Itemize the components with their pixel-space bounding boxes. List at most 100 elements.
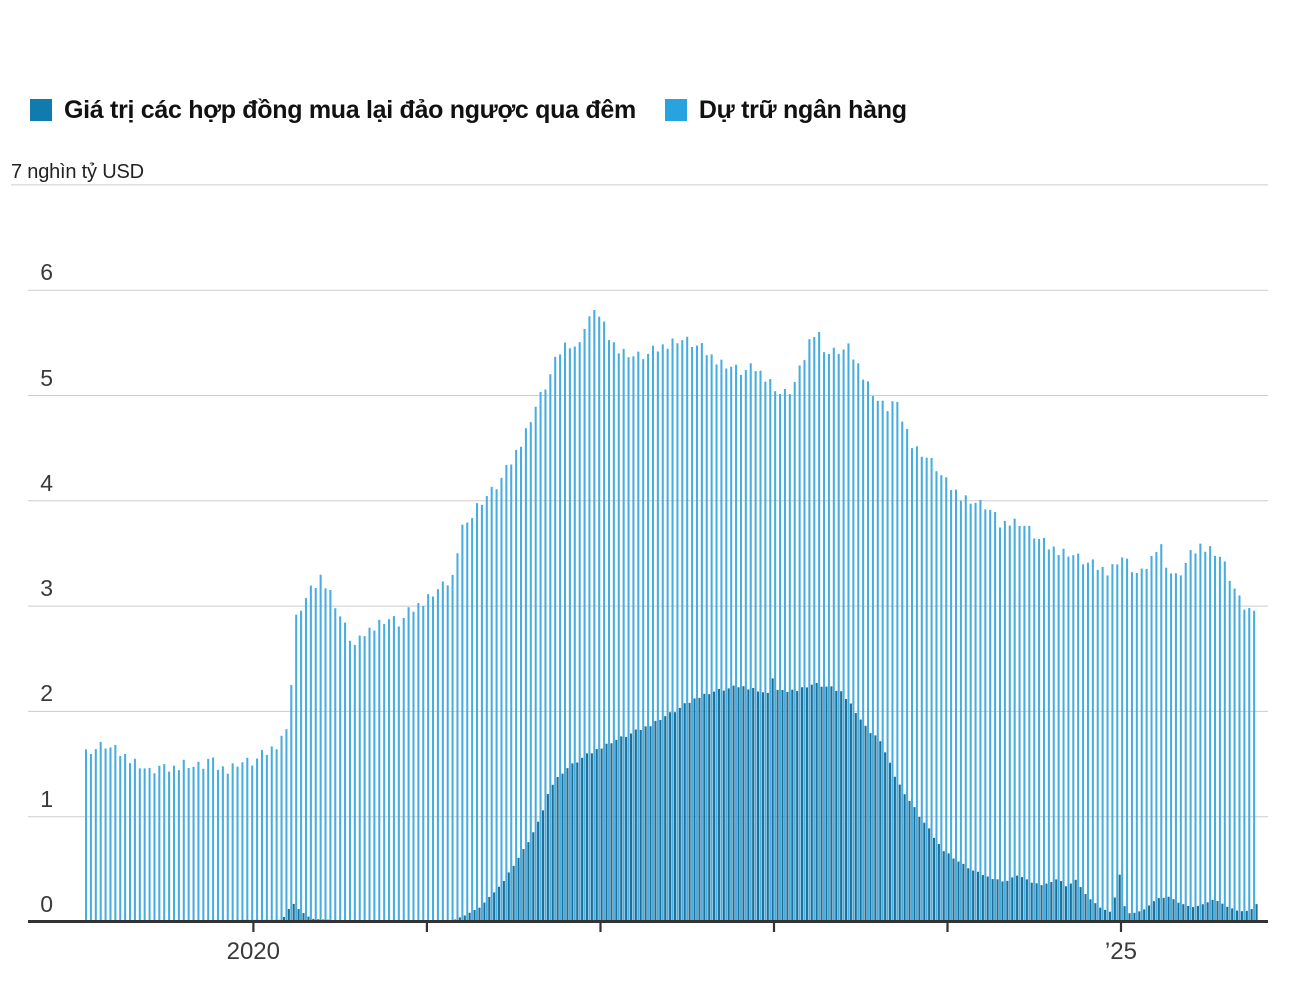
reserve-bar [651,345,654,922]
reserve-bar [182,759,185,922]
repo-bar [942,851,945,922]
repo-bar [649,726,652,922]
reserve-bar [158,765,161,922]
repo-bar [1211,899,1214,922]
reserve-bar [994,511,997,922]
repo-bar [585,753,589,922]
legend: Giá trị các hợp đồng mua lại đảo ngược q… [30,97,907,123]
reserve-bar [128,763,132,922]
repo-bar [1157,898,1160,922]
repo-bar [1187,905,1190,922]
reserve-bar [1047,549,1050,922]
x-axis-tick [772,923,776,932]
reserve-bar [270,746,273,922]
reserve-bar [133,758,136,922]
reserve-bar [436,589,439,922]
reserve-bar [896,401,899,922]
repo-bar [1172,899,1175,922]
repo-bar [1040,885,1043,922]
repo-bar [566,768,569,922]
repo-bar [747,689,750,922]
reserve-bar [368,627,371,922]
reserve-bar [192,766,195,922]
reserve-bar [686,336,689,922]
repo-bar [805,687,808,922]
repo-bar [796,691,799,922]
repo-bar [556,776,559,922]
repo-bar [1196,905,1199,922]
y-tick-label-2: 2 [40,680,53,707]
reserve-bar [881,400,884,922]
repo-bar [708,694,711,922]
reserve-bar [1204,551,1207,922]
repo-bar [713,691,716,922]
reserve-bar [363,636,366,922]
repo-bar [1250,909,1253,922]
repo-bar [463,915,466,922]
repo-bar [673,712,676,922]
reserve-bar [998,527,1002,922]
repo-bar [722,690,725,922]
reserve-bar [739,374,742,922]
reserve-bar [1126,558,1129,922]
reserve-bar [476,503,479,922]
repo-bar [1182,904,1185,922]
reserve-bar [1223,561,1226,922]
repo-bar [1035,883,1038,922]
reserve-bar [392,616,395,922]
repo-bar [957,861,960,922]
x-axis-tick [1119,923,1123,932]
repo-bar [791,689,794,922]
reserve-bar [529,422,532,922]
reserve-bar [383,624,386,922]
repo-bar [825,686,828,922]
reserve-bar [1189,550,1192,922]
repo-bar [1016,875,1019,922]
reserve-bar [759,370,762,923]
repo-bar [854,713,857,922]
repo-bar [1079,887,1082,922]
reserve-bar [515,450,518,922]
reserve-bar [549,374,552,922]
reserve-bar [309,585,312,922]
reserve-bar [163,764,166,922]
reserve-bar [593,309,596,922]
repo-bar [952,858,955,922]
reserve-bar [1243,609,1246,922]
repo-bar [810,684,813,922]
repo-bar [551,784,554,922]
reserve-bar [857,363,860,922]
reserve-bar [578,342,581,922]
repo-bar [981,875,984,922]
reserve-bar [221,766,224,922]
repo-bar [1069,883,1072,922]
repo-bar [1167,896,1170,922]
reserve-bar [456,553,459,922]
reserve-bar [818,331,821,922]
reserve-bar [471,518,474,922]
reserve-bar [104,748,107,922]
reserve-bar [422,605,425,922]
reserve-bar [256,758,259,922]
reserve-bar [935,471,938,922]
repo-bar [517,857,520,922]
legend-swatch-bank-reserves [664,99,687,121]
repo-bar [683,703,686,922]
reserve-bar [485,496,488,922]
repo-bar [302,913,305,922]
legend-label-bank-reserves: Dự trữ ngân hàng [698,96,907,124]
repo-bar [610,743,613,922]
y-tick-label-5: 5 [40,364,53,391]
repo-bar [898,784,901,922]
reserve-bar [172,765,176,922]
repo-bar [590,753,593,922]
repo-bar [1245,910,1248,922]
repo-bar [1128,913,1131,922]
reserve-bar [207,758,210,922]
repo-bar [1094,903,1097,922]
repo-bar [571,763,574,922]
reserve-bar [764,381,767,922]
reserve-bar [236,766,239,922]
reserve-bar [656,351,659,922]
reserve-bar [1194,553,1197,922]
